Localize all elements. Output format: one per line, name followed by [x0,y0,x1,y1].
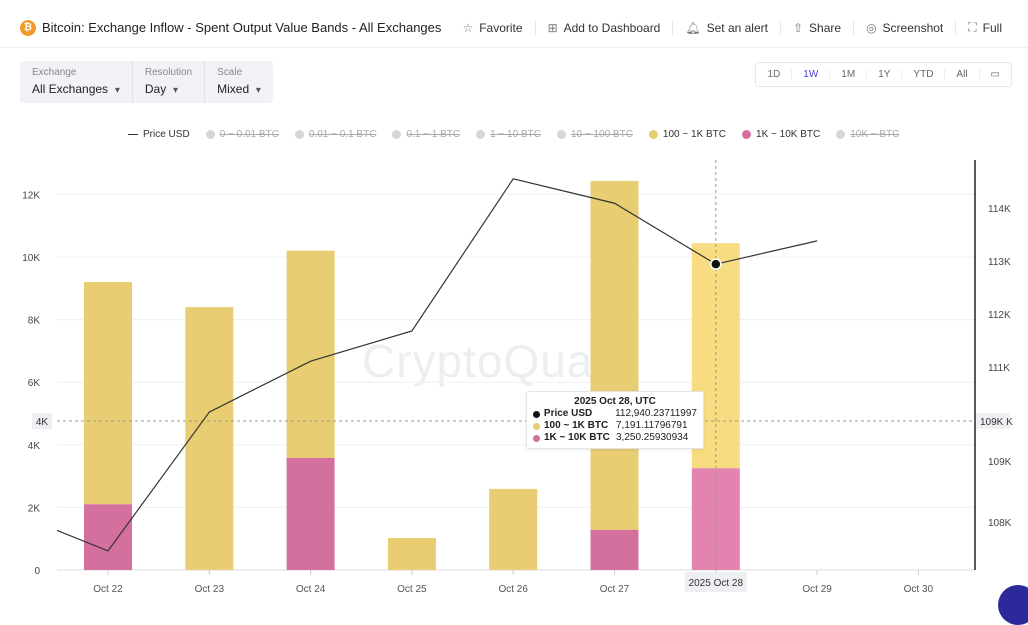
bar-1k-10k[interactable] [286,457,335,570]
range-1w[interactable]: 1W [791,69,829,80]
line-swatch [128,134,138,135]
legend-dot [836,130,846,139]
legend-dot [205,130,215,139]
calendar-icon[interactable]: ▭ [978,69,1011,80]
y-right-tick-label: 113K [988,257,1011,268]
crosshair-right-label-bg [976,413,1010,429]
share-icon: ⇧ [792,20,804,35]
y-tick-label: 0 [34,566,40,577]
legend-dot [648,130,658,139]
scale-dropdown[interactable]: Scale Mixed [204,61,273,103]
full-button[interactable]: ⛶ Full [955,20,1014,35]
dashboard-add-icon: ⊞ [547,20,558,35]
range-selector: 1D 1W 1M 1Y YTD All ▭ [755,62,1012,87]
crosshair-left-label-bg [32,413,52,429]
x-tick-label: Oct 26 [498,584,528,595]
bar-100-1k[interactable] [590,180,639,530]
legend-dot [556,130,566,139]
x-tick-label: Oct 24 [296,584,326,595]
y-tick-label: 10K [22,253,40,264]
chart-header: ₿ Bitcoin: Exchange Inflow - Spent Outpu… [0,8,1028,48]
range-all[interactable]: All [944,69,978,80]
y-tick-label: 12K [22,190,40,201]
price-line[interactable] [7,178,818,552]
favorite-button[interactable]: ☆ Favorite [462,20,523,35]
legend-dot [476,130,486,139]
add-to-dashboard-button[interactable]: ⊞ Add to Dashboard [534,20,673,35]
legend-item[interactable]: 10 ~ 100 BTC [556,129,633,140]
chart[interactable]: 0 2K 4K 6K 8K 10K 12K 108K 109K 111K 112K 113K 114K O… [0,0,1028,600]
tooltip-dot [533,434,540,442]
legend-item[interactable]: 0.01 ~ 0.1 BTC [294,129,376,140]
chat-button[interactable] [998,585,1028,625]
crosshair-x-label-bg [684,572,747,592]
legend-dot [742,130,752,139]
header-actions: ☆ Favorite ⊞ Add to Dashboard 🔔︎ Set an alert… [450,20,1014,35]
legend-item[interactable]: 100 ~ 1K BTC [648,129,726,140]
tooltip-row: 1K ~ 10K BTC 3,250.25930934 [533,432,697,444]
legend-item[interactable]: Price USD [128,129,190,140]
bar-1k-10k[interactable] [590,529,639,570]
tooltip-dot [533,410,540,418]
legend-item[interactable]: 1 ~ 10 BTC [476,129,541,140]
x-tick-label: Oct 22 [93,584,123,595]
star-icon: ☆ [462,20,474,35]
bar-100-1k[interactable] [185,307,234,570]
y-right-tick-label: 108K [988,518,1012,529]
tooltip-dot [533,422,540,430]
y-right-tick-label: 114K [988,204,1011,215]
legend-dot [392,130,402,139]
bar-1k-10k[interactable] [691,468,740,570]
legend: Price USD 0 ~ 0.01 BTC 0.01 ~ 0.1 BTC 0.1 ~… [128,129,899,140]
x-tick-label: Oct 29 [802,584,832,595]
legend-item[interactable]: 0 ~ 0.01 BTC [205,129,279,140]
y-tick-label: 4K [28,441,41,452]
x-tick-label: Oct 25 [397,584,427,595]
tooltip-row: Price USD 112,940.23711997 [533,408,697,420]
legend-item[interactable]: 1K ~ 10K BTC [742,129,820,140]
y-right-tick-label: 112K [988,310,1011,321]
crosshair-left-label: 4K [36,417,49,428]
bar-1k-10k[interactable] [84,504,132,570]
set-an-alert-button[interactable]: 🔔︎ Set an alert [672,20,780,35]
crosshair-right-label: 109K K [980,417,1013,428]
x-tick-label: Oct 30 [904,584,934,595]
share-button[interactable]: ⇧ Share [779,20,853,35]
watermark: CryptoQuant [362,335,634,387]
y-right-tick-label: 111K [988,363,1010,374]
y-tick-label: 8K [28,316,41,327]
legend-item[interactable]: 0.1 ~ 1 BTC [392,129,460,140]
crosshair-x-label: 2025 Oct 28 [689,578,744,589]
bar-100-1k[interactable] [489,488,538,570]
bell-icon: 🔔︎ [685,20,701,35]
screenshot-button[interactable]: ◎ Screenshot [853,20,955,35]
y-tick-label: 2K [28,503,41,514]
range-1m[interactable]: 1M [829,69,866,80]
exchange-dropdown[interactable]: Exchange All Exchanges [20,61,132,103]
range-1d[interactable]: 1D [767,69,781,80]
camera-icon: ◎ [866,20,877,35]
bar-100-1k[interactable] [387,538,436,570]
x-tick-label: Oct 27 [600,584,630,595]
range-1y[interactable]: 1Y [866,69,901,80]
tooltip-title: 2025 Oct 28, UTC [574,396,656,407]
legend-item[interactable]: 10K ~ BTC [836,129,899,140]
y-right-tick-label: 109K [988,457,1012,468]
fullscreen-icon: ⛶ [968,20,977,34]
tooltip-row: 100 ~ 1K BTC 7,191.11796791 [533,420,697,432]
range-ytd[interactable]: YTD [901,69,944,80]
bitcoin-icon: ₿ [20,19,36,36]
bar-100-1k[interactable] [286,250,335,458]
legend-dot [294,130,304,139]
price-point-highlight[interactable] [710,258,722,270]
page-title: Bitcoin: Exchange Inflow - Spent Output … [42,20,442,35]
y-tick-label: 6K [28,378,41,389]
bar-100-1k[interactable] [84,282,132,505]
resolution-dropdown[interactable]: Resolution Day [131,61,204,103]
tooltip: 2025 Oct 28, UTC Price USD 112,940.237119… [526,391,704,449]
x-tick-label: Oct 23 [195,584,225,595]
